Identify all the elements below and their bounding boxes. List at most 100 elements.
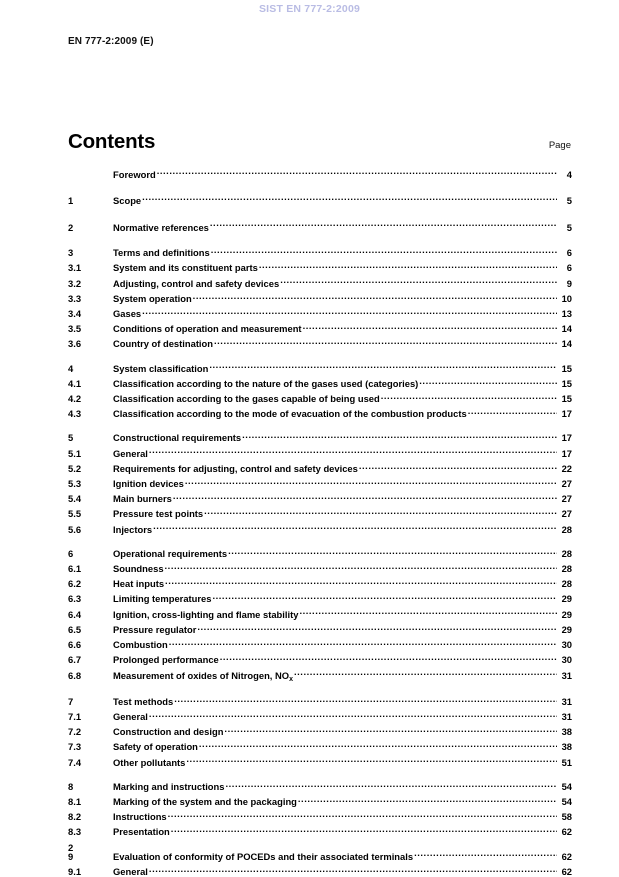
toc-leader-dots xyxy=(149,448,557,457)
toc-entry-page-number: 4 xyxy=(566,169,572,180)
toc-entry[interactable]: 5.6 Injectors 28 xyxy=(68,522,572,537)
toc-entry[interactable]: 3.3 System operation 10 xyxy=(68,291,572,306)
toc-entry[interactable]: 6.3 Limiting temperatures 29 xyxy=(68,591,572,606)
toc-entry-page-number: 17 xyxy=(561,408,572,420)
toc-entry[interactable]: 6.4 Ignition, cross-lighting and flame st… xyxy=(68,607,572,622)
toc-entry[interactable]: 5.4 Main burners 27 xyxy=(68,491,572,506)
toc-entry[interactable]: 5 Constructional requirements 17 xyxy=(68,430,572,445)
toc-entry-page-number: 27 xyxy=(561,493,572,505)
toc-entry[interactable]: Foreword 4 xyxy=(68,166,572,183)
toc-entry[interactable]: 3.6 Country of destination 14 xyxy=(68,336,572,351)
toc-entry[interactable]: 9.1 General 62 xyxy=(68,864,572,877)
toc-entry-page-number: 15 xyxy=(561,393,572,405)
toc-entry-title: Classification according to the nature o… xyxy=(113,377,419,389)
toc-entry[interactable]: 7 Test methods 31 xyxy=(68,694,572,709)
toc-entry-number: 7.3 xyxy=(68,741,82,753)
toc-entry-page-number: 22 xyxy=(561,462,572,474)
toc-entry-number: 7 xyxy=(68,695,74,707)
toc-entry[interactable]: 5.2 Requirements for adjusting, control a… xyxy=(68,461,572,476)
table-of-contents: Foreword 4 1 Scope 5 2 Normative references 5 3… xyxy=(68,166,572,877)
toc-leader-dots xyxy=(185,478,557,487)
toc-entry[interactable]: 6.5 Pressure regulator 29 xyxy=(68,622,572,637)
toc-entry-title: System and its constituent parts xyxy=(113,262,258,274)
toc-entry[interactable]: 5.3 Ignition devices 27 xyxy=(68,476,572,491)
toc-entry-number: 3.6 xyxy=(68,338,82,350)
toc-entry-number: 6.1 xyxy=(68,563,82,575)
toc-entry[interactable]: 3.4 Gases 13 xyxy=(68,306,572,321)
toc-group: 3 Terms and definitions 6 3.1 System and its… xyxy=(68,245,572,351)
toc-entry[interactable]: 6.7 Prolonged performance 30 xyxy=(68,652,572,667)
toc-entry-number: 3.5 xyxy=(68,323,82,335)
toc-leader-dots xyxy=(149,866,557,875)
toc-leader-dots xyxy=(214,338,557,347)
toc-entry-number: 6.4 xyxy=(68,608,82,620)
toc-leader-dots xyxy=(419,378,557,387)
toc-entry-number: 6.5 xyxy=(68,623,82,635)
toc-entry-number: 4.3 xyxy=(68,408,82,420)
toc-entry-page-number: 10 xyxy=(561,292,572,304)
toc-entry[interactable]: 4.2 Classification according to the gases… xyxy=(68,391,572,406)
toc-entry-title: Requirements for adjusting, control and … xyxy=(113,462,358,474)
toc-entry[interactable]: 3.2 Adjusting, control and safety devices… xyxy=(68,276,572,291)
toc-entry-title: Pressure test points xyxy=(113,508,204,520)
toc-entry-page-number: 6 xyxy=(566,247,572,259)
toc-entry-title: Instructions xyxy=(113,811,167,823)
toc-leader-dots xyxy=(173,493,557,502)
toc-entry[interactable]: 4.1 Classification according to the natur… xyxy=(68,376,572,391)
toc-entry-page-number: 15 xyxy=(561,377,572,389)
toc-entry-page-number: 28 xyxy=(561,523,572,535)
toc-entry-title: Classification according to the gases ca… xyxy=(113,393,380,405)
toc-entry-number: 3.3 xyxy=(68,292,82,304)
toc-entry-title: Pressure regulator xyxy=(113,623,197,635)
toc-leader-dots xyxy=(211,247,557,256)
toc-entry[interactable]: 4 System classification 15 xyxy=(68,361,572,376)
toc-entry-title: Conditions of operation and measurement xyxy=(113,323,302,335)
toc-entry-number: 5 xyxy=(68,432,74,444)
toc-leader-dots xyxy=(209,363,557,372)
toc-entry-page-number: 62 xyxy=(561,850,572,862)
toc-leader-dots xyxy=(165,578,557,587)
toc-entry[interactable]: 8.1 Marking of the system and the packagi… xyxy=(68,794,572,809)
toc-entry[interactable]: 5.1 General 17 xyxy=(68,446,572,461)
toc-leader-dots xyxy=(165,563,557,572)
toc-entry[interactable]: 7.4 Other pollutants 51 xyxy=(68,755,572,770)
toc-entry-page-number: 14 xyxy=(561,338,572,350)
toc-entry[interactable]: 8 Marking and instructions 54 xyxy=(68,779,572,794)
toc-entry[interactable]: 1 Scope 5 xyxy=(68,192,572,209)
toc-entry[interactable]: 4.3 Classification according to the mode … xyxy=(68,406,572,421)
toc-entry[interactable]: 9 Evaluation of conformity of POCEDs and … xyxy=(68,849,572,864)
toc-entry-title: Limiting temperatures xyxy=(113,593,212,605)
toc-group: 4 System classification 15 4.1 Classificatio… xyxy=(68,361,572,422)
toc-entry-title: Construction and design xyxy=(113,726,224,738)
toc-entry-number: 5.6 xyxy=(68,523,82,535)
toc-entry-number: 3.4 xyxy=(68,308,82,320)
toc-entry-number: 5.3 xyxy=(68,478,82,490)
toc-entry[interactable]: 6.6 Combustion 30 xyxy=(68,637,572,652)
toc-entry[interactable]: 3.1 System and its constituent parts 6 xyxy=(68,260,572,275)
toc-leader-dots xyxy=(280,278,557,287)
toc-entry-title: Foreword xyxy=(113,169,156,180)
toc-entry-page-number: 5 xyxy=(566,195,572,207)
toc-entry-page-number: 9 xyxy=(566,277,572,289)
toc-entry[interactable]: 2 Normative references 5 xyxy=(68,219,572,236)
toc-entry[interactable]: 8.3 Presentation 62 xyxy=(68,824,572,839)
toc-entry[interactable]: 3 Terms and definitions 6 xyxy=(68,245,572,260)
toc-entry[interactable]: 6 Operational requirements 28 xyxy=(68,546,572,561)
toc-group: 7 Test methods 31 7.1 General 31 7.2 Constructi… xyxy=(68,694,572,770)
toc-entry-title: Main burners xyxy=(113,493,172,505)
toc-entry-title: Terms and definitions xyxy=(113,247,210,259)
toc-entry[interactable]: 7.2 Construction and design 38 xyxy=(68,724,572,739)
toc-entry[interactable]: 6.2 Heat inputs 28 xyxy=(68,576,572,591)
toc-entry[interactable]: 5.5 Pressure test points 27 xyxy=(68,506,572,521)
toc-entry[interactable]: 6.8 Measurement of oxides of Nitrogen, NO… xyxy=(68,668,572,685)
toc-entry-title: Country of destination xyxy=(113,338,213,350)
toc-entry-page-number: 17 xyxy=(561,432,572,444)
toc-entry[interactable]: 7.3 Safety of operation 38 xyxy=(68,739,572,754)
toc-entry[interactable]: 6.1 Soundness 28 xyxy=(68,561,572,576)
toc-entry[interactable]: 3.5 Conditions of operation and measureme… xyxy=(68,321,572,336)
toc-entry[interactable]: 8.2 Instructions 58 xyxy=(68,809,572,824)
toc-group: 6 Operational requirements 28 6.1 Soundness… xyxy=(68,546,572,685)
toc-entry-number: 3.1 xyxy=(68,262,82,274)
toc-entry[interactable]: 7.1 General 31 xyxy=(68,709,572,724)
toc-leader-dots xyxy=(224,726,557,735)
